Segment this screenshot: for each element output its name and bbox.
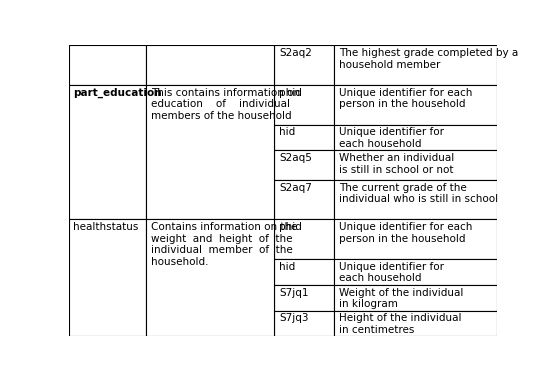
Text: hid: hid: [279, 127, 296, 138]
Text: Unique identifier for
each household: Unique identifier for each household: [339, 127, 444, 149]
Text: S2aq2: S2aq2: [279, 48, 312, 58]
Bar: [274, 219, 335, 259]
Text: The highest grade completed by a
household member: The highest grade completed by a househo…: [339, 48, 519, 70]
Text: S2aq7: S2aq7: [279, 183, 312, 193]
Text: Contains information on the
weight  and  height  of  the
individual  member  of : Contains information on the weight and h…: [151, 222, 298, 267]
Bar: [274, 85, 335, 125]
Bar: [335, 85, 497, 125]
Text: Whether an individual
is still in school or not: Whether an individual is still in school…: [339, 153, 455, 175]
Bar: [274, 150, 335, 180]
Bar: [274, 45, 335, 85]
Bar: [274, 259, 335, 285]
Bar: [146, 85, 274, 219]
Text: hid: hid: [279, 262, 296, 272]
Text: This contains information on
education    of    individual
members of the househ: This contains information on education o…: [151, 88, 300, 121]
Bar: [274, 180, 335, 219]
Bar: [146, 45, 274, 85]
Text: Unique identifier for each
person in the household: Unique identifier for each person in the…: [339, 88, 473, 110]
Text: Height of the individual
in centimetres: Height of the individual in centimetres: [339, 313, 462, 335]
Bar: [335, 259, 497, 285]
Text: S7jq1: S7jq1: [279, 288, 309, 297]
Bar: [274, 125, 335, 150]
Text: Unique identifier for each
person in the household: Unique identifier for each person in the…: [339, 222, 473, 244]
Bar: [335, 219, 497, 259]
Bar: [335, 125, 497, 150]
Text: phid: phid: [279, 222, 302, 232]
Text: S2aq5: S2aq5: [279, 153, 312, 163]
Bar: [335, 180, 497, 219]
Text: S7jq3: S7jq3: [279, 313, 309, 324]
Text: Weight of the individual
in kilogram: Weight of the individual in kilogram: [339, 288, 464, 309]
Text: phid: phid: [279, 88, 302, 98]
Bar: [335, 285, 497, 311]
Text: The current grade of the
individual who is still in school: The current grade of the individual who …: [339, 183, 498, 204]
Bar: [335, 150, 497, 180]
Bar: [274, 311, 335, 336]
Text: part_education: part_education: [73, 88, 162, 98]
Bar: [69, 85, 146, 219]
Bar: [146, 219, 274, 336]
Bar: [69, 45, 146, 85]
Text: Unique identifier for
each household: Unique identifier for each household: [339, 262, 444, 284]
Bar: [274, 285, 335, 311]
Text: healthstatus: healthstatus: [73, 222, 139, 232]
Bar: [69, 219, 146, 336]
Bar: [335, 311, 497, 336]
Bar: [335, 45, 497, 85]
